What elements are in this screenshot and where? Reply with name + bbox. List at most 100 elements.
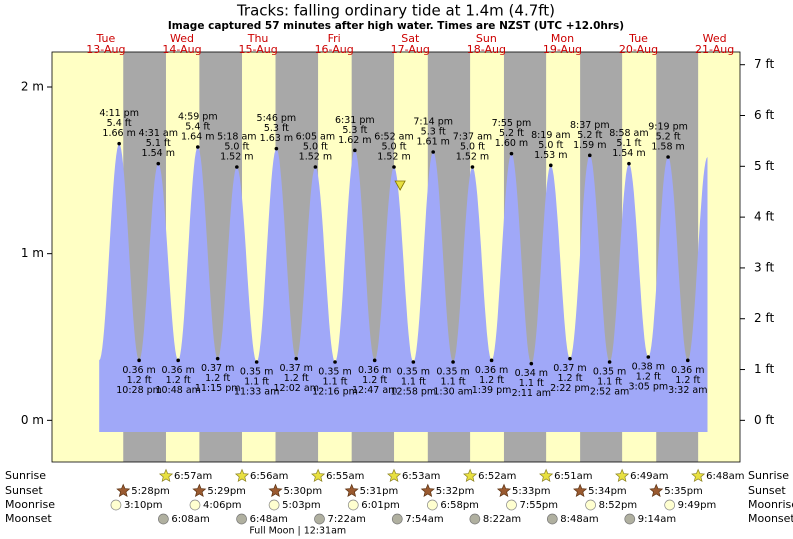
row-label: Sunrise bbox=[5, 469, 46, 482]
tide-label: 5.1 ft bbox=[146, 138, 171, 149]
tide-label: 1.1 ft bbox=[441, 377, 466, 388]
tide-label: 5:18 am bbox=[217, 132, 256, 143]
tide-label: 1.1 ft bbox=[323, 377, 348, 388]
tide-label: 4:59 pm bbox=[178, 112, 218, 123]
high-tide-dot bbox=[666, 155, 670, 159]
moonset-label: 6:48am bbox=[250, 514, 288, 525]
tide-label: 6:52 am bbox=[374, 132, 413, 143]
tide-label: 5.3 ft bbox=[421, 127, 446, 138]
moonrise-label: 3:10pm bbox=[124, 500, 163, 511]
tide-label: 1.60 m bbox=[495, 138, 528, 149]
high-tide-dot bbox=[392, 165, 396, 169]
sunset-icon bbox=[496, 483, 511, 498]
tide-label: 3:05 pm bbox=[628, 382, 668, 393]
tide-label: 5.0 ft bbox=[224, 142, 249, 153]
tide-label: 1.1 ft bbox=[244, 377, 269, 388]
sunset-icon bbox=[268, 483, 283, 498]
moonrise-icon bbox=[268, 499, 280, 511]
moonset-label: 9:14am bbox=[638, 514, 676, 525]
moonrise-label: 6:58pm bbox=[440, 500, 479, 511]
tide-label: 0.36 m bbox=[161, 365, 194, 376]
sunrise-icon bbox=[158, 468, 174, 483]
moonset-label: 8:22am bbox=[483, 514, 521, 525]
sunrise-icon bbox=[234, 468, 250, 483]
tide-label: 5.2 ft bbox=[656, 132, 681, 143]
row-label: Sunset bbox=[748, 484, 786, 497]
tide-label: 0.36 m bbox=[122, 365, 155, 376]
tide-label: 6:05 am bbox=[296, 132, 335, 143]
tide-label: 1:39 pm bbox=[472, 385, 512, 396]
tide-label: 1.52 m bbox=[299, 152, 332, 163]
moonset-icon bbox=[314, 513, 325, 525]
high-tide-dot bbox=[587, 153, 592, 158]
high-tide-dot bbox=[470, 165, 475, 169]
tide-label: 1.2 ft bbox=[636, 372, 661, 383]
tide-label: 1.2 ft bbox=[557, 373, 582, 384]
sunset-label: 5:29pm bbox=[207, 486, 246, 497]
tide-label: 1.58 m bbox=[651, 142, 684, 153]
tide-label: 5.2 ft bbox=[499, 128, 524, 139]
tide-label: 1.61 m bbox=[416, 137, 449, 148]
moonrise-icon bbox=[585, 499, 596, 511]
y2-tick-label: 7 ft bbox=[754, 57, 774, 71]
sunrise-label: 6:49am bbox=[630, 471, 668, 482]
sunrise-icon bbox=[311, 468, 326, 483]
tide-label: 1.1 ft bbox=[597, 377, 622, 388]
tide-label: 1.52 m bbox=[456, 152, 489, 163]
day-label: Wed bbox=[170, 32, 194, 45]
row-label: Moonrise bbox=[5, 498, 55, 511]
sunset-label: 5:30pm bbox=[284, 486, 323, 497]
day-label: Thu bbox=[247, 32, 269, 45]
y-tick-label: 0 m bbox=[21, 413, 44, 427]
date-label: 17-Aug bbox=[391, 43, 430, 56]
moonrise-label: 6:01pm bbox=[361, 500, 400, 511]
y2-tick-label: 4 ft bbox=[754, 210, 774, 224]
moonset-label: 8:48am bbox=[560, 514, 598, 525]
sunrise-label: 6:55am bbox=[326, 471, 364, 482]
tide-label: 3:32 am bbox=[668, 385, 707, 396]
high-tide-dot bbox=[156, 161, 161, 166]
tide-label: 1.54 m bbox=[612, 148, 645, 159]
tide-label: 4:11 pm bbox=[99, 108, 139, 119]
moonset-icon bbox=[624, 513, 636, 525]
tide-label: 1.63 m bbox=[260, 133, 293, 144]
low-tide-dot bbox=[333, 360, 337, 364]
low-tide-dot bbox=[646, 355, 651, 359]
day-label: Tue bbox=[628, 32, 648, 45]
tide-label: 1.2 ft bbox=[362, 375, 387, 386]
tide-label: 1:30 am bbox=[433, 387, 472, 398]
tide-label: 1.2 ft bbox=[205, 373, 230, 384]
high-tide-dot bbox=[117, 141, 121, 146]
tide-label: 5.4 ft bbox=[185, 122, 210, 133]
y-tick-label: 1 m bbox=[21, 246, 44, 260]
tide-label: 0.35 m bbox=[318, 367, 351, 378]
tide-label: 0.34 m bbox=[515, 368, 548, 379]
y2-tick-label: 5 ft bbox=[754, 159, 774, 173]
tide-label: 11:15 pm bbox=[195, 383, 241, 394]
high-tide-dot bbox=[431, 150, 435, 154]
low-tide-dot bbox=[215, 356, 220, 361]
high-tide-dot bbox=[509, 151, 514, 156]
sunrise-icon bbox=[539, 468, 554, 483]
moonrise-icon bbox=[506, 499, 517, 511]
sunrise-icon bbox=[463, 468, 478, 483]
moonrise-icon bbox=[427, 499, 438, 511]
tide-label: 1.53 m bbox=[534, 150, 567, 161]
low-tide-dot bbox=[529, 361, 534, 366]
tide-label: 7:37 am bbox=[453, 132, 492, 143]
tide-label: 8:37 pm bbox=[570, 120, 610, 131]
date-label: 19-Aug bbox=[543, 43, 582, 56]
tide-label: 8:19 am bbox=[531, 130, 570, 141]
tide-label: 5.0 ft bbox=[538, 140, 563, 151]
tide-label: 1.2 ft bbox=[479, 375, 504, 386]
tide-label: 0.37 m bbox=[280, 363, 313, 374]
row-label: Moonrise bbox=[748, 498, 793, 511]
tide-label: 1.59 m bbox=[573, 140, 606, 151]
moonset-label: 7:54am bbox=[405, 514, 443, 525]
tide-label: 1.62 m bbox=[338, 135, 371, 146]
date-label: 18-Aug bbox=[467, 43, 506, 56]
moonset-label: 6:08am bbox=[171, 514, 209, 525]
high-tide-dot bbox=[627, 161, 631, 166]
sunset-label: 5:34pm bbox=[588, 486, 627, 497]
tide-label: 4:31 am bbox=[139, 128, 178, 139]
